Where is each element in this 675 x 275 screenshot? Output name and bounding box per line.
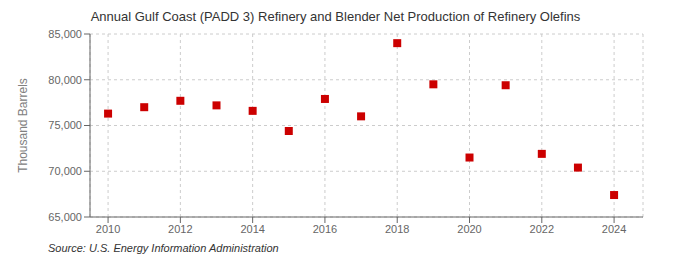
svg-text:75,000: 75,000 <box>48 119 82 131</box>
svg-text:2012: 2012 <box>168 223 192 235</box>
svg-text:85,000: 85,000 <box>48 28 82 40</box>
svg-text:2022: 2022 <box>530 223 554 235</box>
svg-text:80,000: 80,000 <box>48 74 82 86</box>
svg-text:65,000: 65,000 <box>48 211 82 223</box>
svg-text:2024: 2024 <box>602 223 626 235</box>
svg-text:2018: 2018 <box>385 223 409 235</box>
svg-text:2020: 2020 <box>457 223 481 235</box>
html-text:Source: U.S. Energy Informatio: Source: U.S. Energy Information Administ… <box>48 242 279 254</box>
svg-text:2016: 2016 <box>313 223 337 235</box>
html-text:Annual Gulf Coast (PADD 3) Ref: Annual Gulf Coast (PADD 3) Refinery and … <box>90 9 581 24</box>
svg-text:2014: 2014 <box>240 223 264 235</box>
svg-text:Thousand Barrels: Thousand Barrels <box>16 78 30 173</box>
svg-text:70,000: 70,000 <box>48 165 82 177</box>
svg-text:2010: 2010 <box>96 223 120 235</box>
